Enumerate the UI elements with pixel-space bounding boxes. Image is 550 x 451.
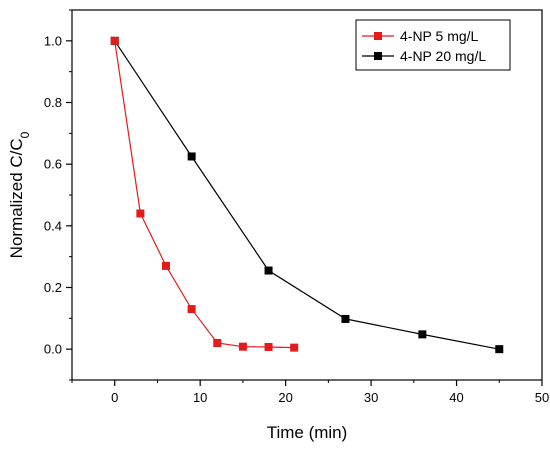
x-tick-label: 10 [193,390,207,405]
axes: 0 10 20 30 40 50 0.0 0.2 0.4 0.6 0.8 1.0 [44,9,549,405]
legend-box [355,19,511,71]
series-line [114,40,500,350]
data-point [187,152,196,161]
data-point [238,342,247,351]
x-tick-label: 20 [278,390,292,405]
data-point [213,339,222,347]
x-tick-label: 40 [449,390,463,405]
data-point [136,209,145,218]
y-tick-label: 0.0 [44,342,62,357]
series-0 [110,36,299,352]
data-point [495,345,504,354]
x-tick-label: 30 [364,390,378,405]
y-tick-label: 0.2 [44,280,62,295]
y-tick-label: 0.6 [44,157,62,172]
data-point [264,266,273,275]
data-point [162,261,170,270]
legend-label: 4-NP 20 mg/L [400,48,486,64]
data-point [187,305,196,314]
legend-marker [374,52,382,60]
y-tick-label: 0.8 [44,95,62,110]
x-tick-label: 50 [535,390,549,405]
series-line [114,40,295,349]
x-tick-label: 0 [111,390,118,405]
data-point [110,36,119,45]
series-layer [110,36,504,354]
series-1 [110,36,504,354]
y-tick-label: 1.0 [44,33,62,48]
data-point [264,343,273,352]
legend-label: 4-NP 5 mg/L [400,28,479,44]
data-point [418,330,427,339]
y-axis-title: Normalized C/C0 [7,131,32,258]
y-axis-title-subscript: 0 [18,131,32,138]
data-point [290,343,299,352]
y-tick-label: 0.4 [44,218,62,233]
legend: 4-NP 5 mg/L 4-NP 20 mg/L [355,19,511,71]
y-axis-title-main: Normalized C/C [7,138,26,258]
x-axis-title: Time (min) [267,423,348,442]
data-point [341,314,350,323]
legend-marker [374,32,382,40]
